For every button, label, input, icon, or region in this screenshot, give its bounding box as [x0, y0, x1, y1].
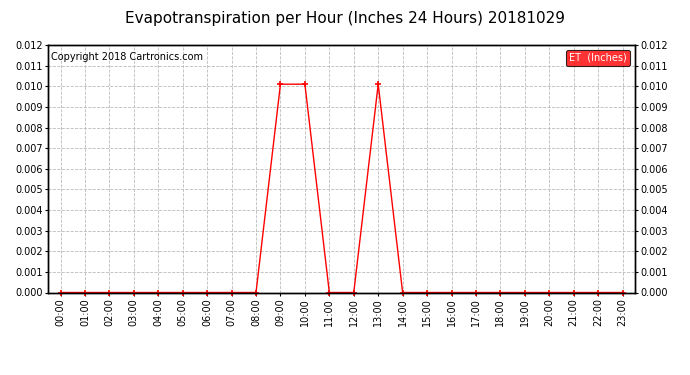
Legend: ET  (Inches): ET (Inches) — [566, 50, 630, 66]
Text: Copyright 2018 Cartronics.com: Copyright 2018 Cartronics.com — [51, 53, 204, 62]
Text: Evapotranspiration per Hour (Inches 24 Hours) 20181029: Evapotranspiration per Hour (Inches 24 H… — [125, 11, 565, 26]
